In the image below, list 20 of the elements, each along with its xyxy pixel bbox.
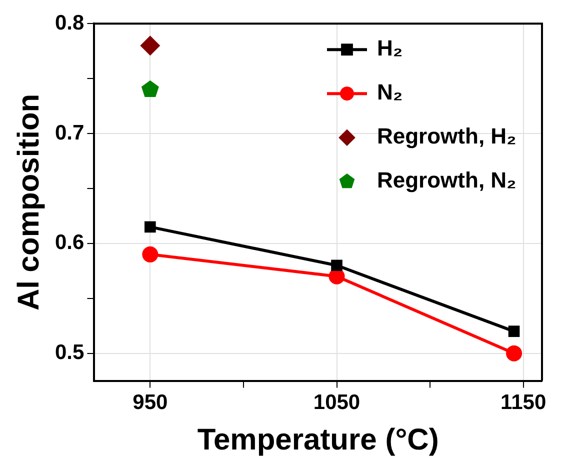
x-tick-label: 1150 [500,391,546,414]
legend-label: N₂ [377,80,403,105]
point [141,80,159,97]
legend-label: H₂ [377,36,403,61]
y-tick-label: 0.6 [54,231,84,254]
x-tick-label: 950 [132,391,168,414]
point [140,36,160,56]
point [144,221,156,233]
point [142,246,158,262]
point [331,260,342,272]
legend-label: Regrowth, N₂ [377,168,516,193]
y-tick-label: 0.5 [54,341,85,364]
legend-label: Regrowth, H₂ [377,124,516,149]
x-tick-label: 1050 [313,391,360,414]
point [508,326,520,337]
y-tick-label: 0.8 [54,11,85,34]
y-tick-label: 0.7 [54,121,84,144]
x-axis-title: Temperature (°C) [197,423,439,456]
y-axis-title: Al composition [12,94,46,311]
point [506,345,522,362]
